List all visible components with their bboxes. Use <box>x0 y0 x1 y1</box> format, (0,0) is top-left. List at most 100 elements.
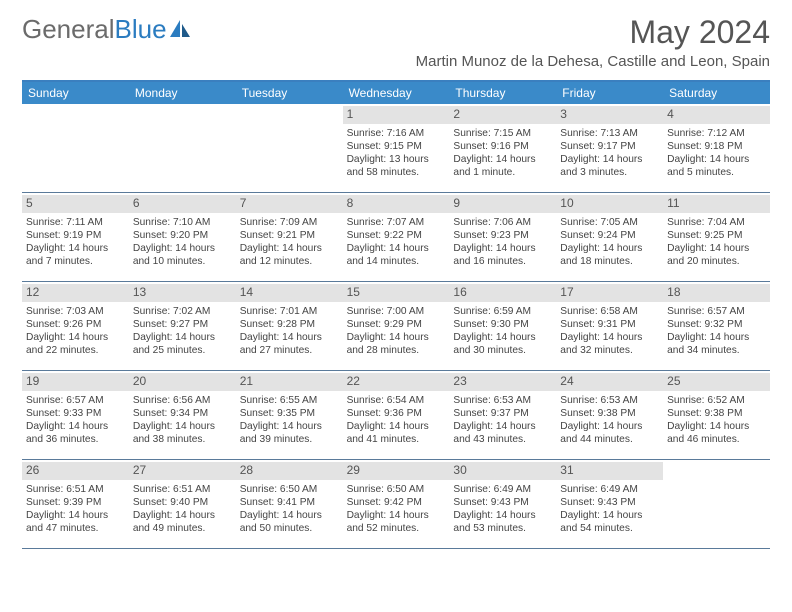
day-details: Sunrise: 7:07 AMSunset: 9:22 PMDaylight:… <box>347 216 446 269</box>
day-number: 24 <box>556 373 663 391</box>
day-details: Sunrise: 6:51 AMSunset: 9:39 PMDaylight:… <box>26 483 125 536</box>
sunrise-text: Sunrise: 7:12 AM <box>667 127 766 140</box>
day-number: 30 <box>449 462 556 480</box>
sunrise-text: Sunrise: 7:13 AM <box>560 127 659 140</box>
day-number: 17 <box>556 284 663 302</box>
sunset-text: Sunset: 9:19 PM <box>26 229 125 242</box>
day-number: 27 <box>129 462 236 480</box>
day-details: Sunrise: 7:12 AMSunset: 9:18 PMDaylight:… <box>667 127 766 180</box>
sunset-text: Sunset: 9:21 PM <box>240 229 339 242</box>
sunrise-text: Sunrise: 7:09 AM <box>240 216 339 229</box>
day-details: Sunrise: 7:09 AMSunset: 9:21 PMDaylight:… <box>240 216 339 269</box>
day-cell: 14Sunrise: 7:01 AMSunset: 9:28 PMDayligh… <box>236 282 343 370</box>
day-details: Sunrise: 7:00 AMSunset: 9:29 PMDaylight:… <box>347 305 446 358</box>
sunrise-text: Sunrise: 7:00 AM <box>347 305 446 318</box>
day-cell <box>663 460 770 548</box>
day-details: Sunrise: 7:02 AMSunset: 9:27 PMDaylight:… <box>133 305 232 358</box>
daylight-text: Daylight: 14 hours and 52 minutes. <box>347 509 446 536</box>
sunset-text: Sunset: 9:22 PM <box>347 229 446 242</box>
logo-text-gray: General <box>22 14 115 45</box>
sunset-text: Sunset: 9:30 PM <box>453 318 552 331</box>
weekday-header-row: Sunday Monday Tuesday Wednesday Thursday… <box>22 82 770 104</box>
sunset-text: Sunset: 9:39 PM <box>26 496 125 509</box>
day-details: Sunrise: 6:56 AMSunset: 9:34 PMDaylight:… <box>133 394 232 447</box>
day-details: Sunrise: 7:15 AMSunset: 9:16 PMDaylight:… <box>453 127 552 180</box>
daylight-text: Daylight: 14 hours and 50 minutes. <box>240 509 339 536</box>
day-number: 7 <box>236 195 343 213</box>
day-details: Sunrise: 7:05 AMSunset: 9:24 PMDaylight:… <box>560 216 659 269</box>
daylight-text: Daylight: 14 hours and 44 minutes. <box>560 420 659 447</box>
sunrise-text: Sunrise: 7:16 AM <box>347 127 446 140</box>
sunrise-text: Sunrise: 6:53 AM <box>453 394 552 407</box>
daylight-text: Daylight: 14 hours and 10 minutes. <box>133 242 232 269</box>
day-details: Sunrise: 6:54 AMSunset: 9:36 PMDaylight:… <box>347 394 446 447</box>
day-cell: 1Sunrise: 7:16 AMSunset: 9:15 PMDaylight… <box>343 104 450 192</box>
daylight-text: Daylight: 14 hours and 36 minutes. <box>26 420 125 447</box>
day-details: Sunrise: 6:57 AMSunset: 9:33 PMDaylight:… <box>26 394 125 447</box>
sunset-text: Sunset: 9:38 PM <box>667 407 766 420</box>
day-details: Sunrise: 6:50 AMSunset: 9:41 PMDaylight:… <box>240 483 339 536</box>
day-details: Sunrise: 6:52 AMSunset: 9:38 PMDaylight:… <box>667 394 766 447</box>
day-number: 2 <box>449 106 556 124</box>
day-number: 12 <box>22 284 129 302</box>
day-number: 15 <box>343 284 450 302</box>
daylight-text: Daylight: 14 hours and 39 minutes. <box>240 420 339 447</box>
sunrise-text: Sunrise: 6:51 AM <box>133 483 232 496</box>
day-number: 29 <box>343 462 450 480</box>
daylight-text: Daylight: 14 hours and 41 minutes. <box>347 420 446 447</box>
day-cell: 16Sunrise: 6:59 AMSunset: 9:30 PMDayligh… <box>449 282 556 370</box>
day-cell: 10 Sunrise: 7:05 AMSunset: 9:24 PMDayligh… <box>556 193 663 281</box>
sunrise-text: Sunrise: 7:07 AM <box>347 216 446 229</box>
weekday-header: Wednesday <box>343 82 450 104</box>
daylight-text: Daylight: 14 hours and 54 minutes. <box>560 509 659 536</box>
week-row: 26Sunrise: 6:51 AMSunset: 9:39 PMDayligh… <box>22 460 770 549</box>
day-cell: 11Sunrise: 7:04 AMSunset: 9:25 PMDayligh… <box>663 193 770 281</box>
day-number: 8 <box>343 195 450 213</box>
day-cell: 31Sunrise: 6:49 AMSunset: 9:43 PMDayligh… <box>556 460 663 548</box>
weekday-header: Thursday <box>449 82 556 104</box>
daylight-text: Daylight: 14 hours and 18 minutes. <box>560 242 659 269</box>
sunset-text: Sunset: 9:32 PM <box>667 318 766 331</box>
weekday-header: Friday <box>556 82 663 104</box>
day-cell: 5 Sunrise: 7:11 AMSunset: 9:19 PMDaylight… <box>22 193 129 281</box>
day-details: Sunrise: 6:53 AMSunset: 9:37 PMDaylight:… <box>453 394 552 447</box>
sunset-text: Sunset: 9:16 PM <box>453 140 552 153</box>
sunrise-text: Sunrise: 6:51 AM <box>26 483 125 496</box>
sunset-text: Sunset: 9:25 PM <box>667 229 766 242</box>
daylight-text: Daylight: 14 hours and 32 minutes. <box>560 331 659 358</box>
day-details: Sunrise: 7:11 AMSunset: 9:19 PMDaylight:… <box>26 216 125 269</box>
day-number: 16 <box>449 284 556 302</box>
day-cell: 18Sunrise: 6:57 AMSunset: 9:32 PMDayligh… <box>663 282 770 370</box>
day-cell: 2 Sunrise: 7:15 AMSunset: 9:16 PMDaylight… <box>449 104 556 192</box>
sunrise-text: Sunrise: 6:57 AM <box>667 305 766 318</box>
day-cell: 19Sunrise: 6:57 AMSunset: 9:33 PMDayligh… <box>22 371 129 459</box>
sunrise-text: Sunrise: 7:10 AM <box>133 216 232 229</box>
sunset-text: Sunset: 9:24 PM <box>560 229 659 242</box>
daylight-text: Daylight: 14 hours and 28 minutes. <box>347 331 446 358</box>
logo-sail-icon <box>170 20 192 38</box>
title-block: May 2024 Martin Munoz de la Dehesa, Cast… <box>416 14 770 70</box>
weekday-header: Monday <box>129 82 236 104</box>
day-cell: 17Sunrise: 6:58 AMSunset: 9:31 PMDayligh… <box>556 282 663 370</box>
sunrise-text: Sunrise: 7:11 AM <box>26 216 125 229</box>
sunset-text: Sunset: 9:29 PM <box>347 318 446 331</box>
day-details: Sunrise: 7:04 AMSunset: 9:25 PMDaylight:… <box>667 216 766 269</box>
day-number: 4 <box>663 106 770 124</box>
page-header: GeneralBlue May 2024 Martin Munoz de la … <box>0 0 792 74</box>
day-number: 10 <box>556 195 663 213</box>
day-number: 25 <box>663 373 770 391</box>
sunset-text: Sunset: 9:20 PM <box>133 229 232 242</box>
day-number: 9 <box>449 195 556 213</box>
day-number: 5 <box>22 195 129 213</box>
sunrise-text: Sunrise: 7:03 AM <box>26 305 125 318</box>
daylight-text: Daylight: 14 hours and 22 minutes. <box>26 331 125 358</box>
day-cell: 7 Sunrise: 7:09 AMSunset: 9:21 PMDaylight… <box>236 193 343 281</box>
day-cell: 9Sunrise: 7:06 AMSunset: 9:23 PMDaylight… <box>449 193 556 281</box>
sunset-text: Sunset: 9:43 PM <box>560 496 659 509</box>
sunset-text: Sunset: 9:42 PM <box>347 496 446 509</box>
sunrise-text: Sunrise: 7:01 AM <box>240 305 339 318</box>
sunrise-text: Sunrise: 6:59 AM <box>453 305 552 318</box>
day-number: 21 <box>236 373 343 391</box>
day-cell: 29Sunrise: 6:50 AMSunset: 9:42 PMDayligh… <box>343 460 450 548</box>
daylight-text: Daylight: 14 hours and 14 minutes. <box>347 242 446 269</box>
